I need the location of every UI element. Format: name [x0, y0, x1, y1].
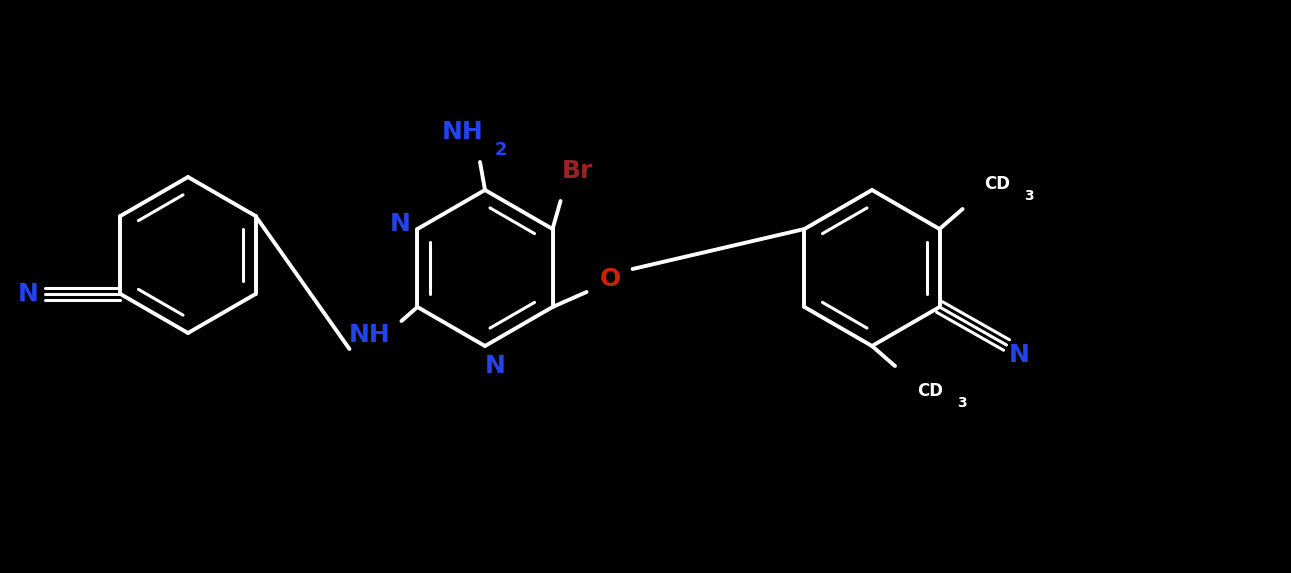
Text: 3: 3	[957, 396, 967, 410]
Text: O: O	[600, 267, 621, 291]
Text: N: N	[484, 354, 506, 378]
Text: CD: CD	[985, 175, 1011, 193]
Text: N: N	[1010, 343, 1030, 367]
Text: Br: Br	[562, 159, 594, 183]
Text: N: N	[390, 212, 411, 236]
Text: N: N	[18, 282, 39, 306]
Text: NH: NH	[349, 323, 390, 347]
Text: CD: CD	[917, 382, 942, 400]
Text: NH: NH	[442, 120, 484, 144]
Text: 2: 2	[494, 141, 507, 159]
Text: 3: 3	[1025, 189, 1034, 203]
